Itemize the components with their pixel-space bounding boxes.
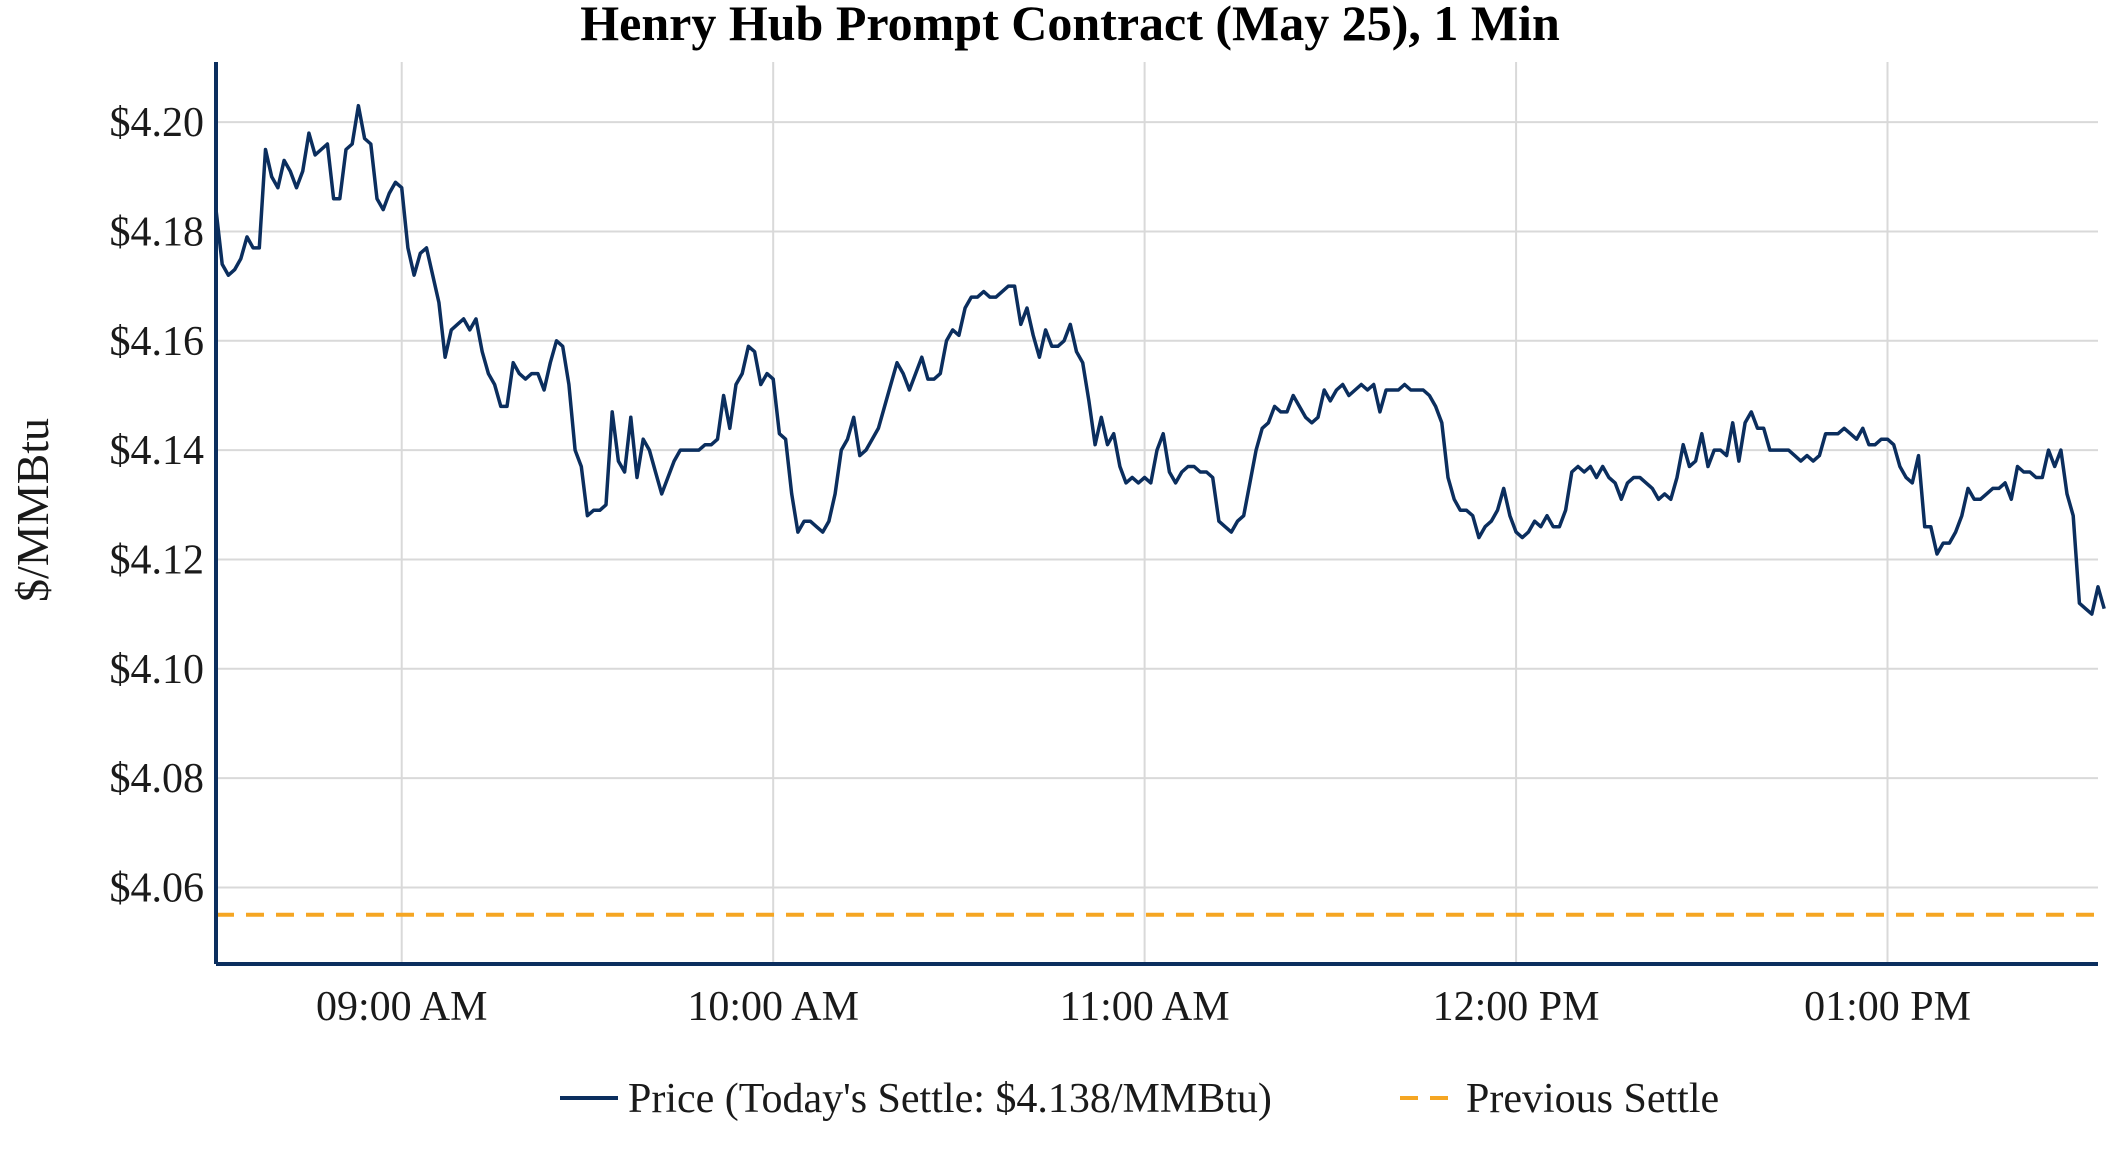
chart-title: Henry Hub Prompt Contract (May 25), 1 Mi… xyxy=(580,0,1560,51)
legend-previous-settle-label: Previous Settle xyxy=(1466,1076,1719,1122)
y-tick-label: $4.16 xyxy=(110,319,205,365)
price-line xyxy=(214,103,2106,616)
grid-lines xyxy=(216,62,2098,964)
series-layer xyxy=(214,103,2106,616)
legend: Price (Today's Settle: $4.138/MMBtu) Pre… xyxy=(560,1076,1719,1122)
x-tick-label: 11:00 AM xyxy=(1060,984,1230,1030)
x-tick-label: 01:00 PM xyxy=(1804,984,1971,1030)
legend-price-label: Price (Today's Settle: $4.138/MMBtu) xyxy=(628,1076,1272,1122)
y-tick-label: $4.14 xyxy=(110,428,205,474)
x-tick-label: 10:00 AM xyxy=(687,984,859,1030)
x-tick-label: 09:00 AM xyxy=(316,984,488,1030)
x-tick-label: 12:00 PM xyxy=(1433,984,1600,1030)
y-axis-label: $/MMBtu xyxy=(7,418,58,602)
y-tick-label: $4.06 xyxy=(110,865,205,911)
y-tick-label: $4.18 xyxy=(110,209,205,255)
y-tick-label: $4.20 xyxy=(110,100,205,146)
x-tick-labels: 09:00 AM 10:00 AM 11:00 AM 12:00 PM 01:00 PM xyxy=(316,984,1971,1030)
y-tick-label: $4.12 xyxy=(110,537,205,583)
axes xyxy=(214,62,2098,966)
y-tick-labels: $4.06 $4.08 $4.10 $4.12 $4.14 $4.16 $4.18 $4.20 xyxy=(110,100,205,911)
y-tick-label: $4.08 xyxy=(110,756,205,802)
y-tick-label: $4.10 xyxy=(110,647,205,693)
